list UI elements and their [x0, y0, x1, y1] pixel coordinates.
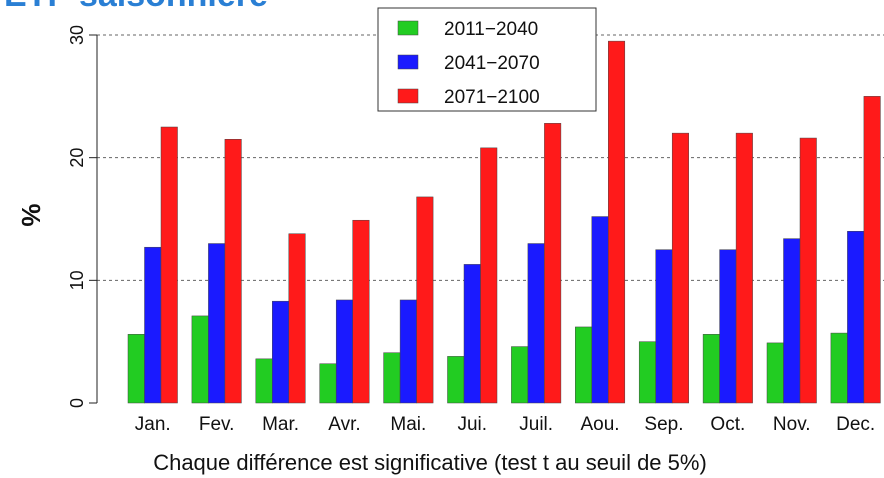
bar — [288, 233, 306, 404]
x-tick-label: Nov. — [773, 414, 811, 435]
bar — [127, 334, 145, 404]
bar — [783, 238, 801, 404]
bar — [863, 96, 881, 404]
bar — [208, 243, 226, 404]
x-tick-label: Sep. — [644, 414, 683, 435]
bar — [671, 132, 689, 404]
bar — [383, 352, 401, 404]
y-tick-label: 30 — [67, 25, 87, 45]
bar — [830, 332, 848, 404]
x-tick-label: Aou. — [581, 414, 620, 435]
legend-swatch — [397, 54, 419, 70]
legend-label: 2041−2070 — [444, 53, 540, 74]
x-tick-label: Fev. — [199, 414, 235, 435]
legend-label: 2011−2040 — [444, 19, 538, 40]
bar — [352, 219, 370, 404]
bar — [527, 243, 545, 404]
legend-swatch — [397, 88, 419, 104]
x-tick-label: Avr. — [328, 414, 360, 435]
legend-swatch — [397, 20, 419, 36]
bar — [719, 249, 737, 404]
bar — [575, 326, 593, 404]
x-tick-label: Mai. — [390, 414, 426, 435]
chart-title: ETP saisonnière — [4, 0, 268, 14]
bar — [608, 40, 626, 404]
x-tick-label: Mar. — [262, 414, 299, 435]
bar — [638, 341, 656, 404]
bar — [255, 358, 273, 404]
bar — [319, 363, 337, 404]
bar — [144, 246, 162, 404]
bar — [591, 216, 609, 404]
x-tick-label: Jan. — [135, 414, 171, 435]
bar — [224, 139, 242, 404]
x-tick-label: Jui. — [457, 414, 487, 435]
bar — [702, 334, 720, 404]
bar — [416, 196, 434, 404]
legend-label: 2071−2100 — [444, 87, 540, 108]
bar — [399, 299, 417, 404]
x-tick-label: Dec. — [836, 414, 875, 435]
bar — [272, 300, 290, 404]
bar — [735, 132, 753, 404]
bar — [655, 249, 673, 404]
bar — [447, 356, 465, 404]
bar — [160, 126, 178, 404]
x-tick-label: Oct. — [710, 414, 745, 435]
bar — [480, 147, 498, 404]
bar — [463, 264, 481, 404]
x-tick-label: Juil. — [519, 414, 553, 435]
bar — [766, 342, 784, 404]
bar — [191, 315, 209, 404]
y-tick-label: 10 — [67, 270, 87, 290]
x-axis-label: Chaque différence est significative (tes… — [153, 450, 707, 475]
bar — [799, 137, 817, 404]
bar — [847, 231, 865, 404]
bar — [335, 299, 353, 404]
y-tick-label: 20 — [67, 148, 87, 168]
y-tick-label: 0 — [67, 398, 87, 408]
bar — [511, 346, 529, 404]
y-axis-label: % — [16, 203, 46, 226]
bar — [544, 123, 562, 404]
